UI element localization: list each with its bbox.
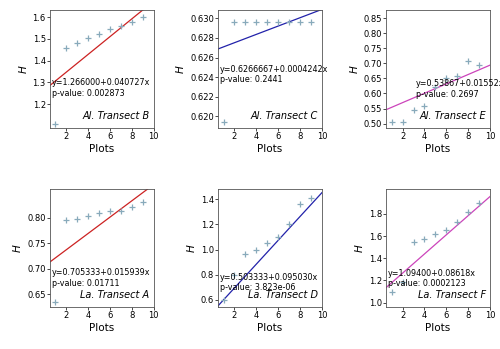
Text: y=0.6266667+0.0004242x
p-value: 0.2441: y=0.6266667+0.0004242x p-value: 0.2441 [220,65,328,84]
Text: Al. Transect B: Al. Transect B [82,111,150,121]
Text: La. Transect D: La. Transect D [248,290,318,300]
Y-axis label: H: H [13,244,23,252]
X-axis label: Plots: Plots [258,144,282,154]
Y-axis label: H: H [350,66,360,73]
Text: y=0.705333+0.015939x
p-value: 0.01711: y=0.705333+0.015939x p-value: 0.01711 [52,268,150,288]
X-axis label: Plots: Plots [426,144,450,154]
Text: y=0.53867+0.01552x
p-value: 0.2697: y=0.53867+0.01552x p-value: 0.2697 [416,79,500,99]
Text: La. Transect F: La. Transect F [418,290,486,300]
Text: y=1.266000+0.040727x
p-value: 0.002873: y=1.266000+0.040727x p-value: 0.002873 [52,78,150,98]
Y-axis label: H: H [176,66,186,73]
X-axis label: Plots: Plots [258,323,282,333]
Y-axis label: H: H [354,244,364,252]
Text: y=0.503333+0.095030x
p-value: 3.823e-06: y=0.503333+0.095030x p-value: 3.823e-06 [220,273,318,292]
Y-axis label: H: H [186,244,196,252]
Text: Al. Transect E: Al. Transect E [419,111,486,121]
Text: y=1.09400+0.08618x
p-value: 0.0002123: y=1.09400+0.08618x p-value: 0.0002123 [388,268,476,288]
X-axis label: Plots: Plots [90,323,114,333]
X-axis label: Plots: Plots [90,144,114,154]
Text: Al. Transect C: Al. Transect C [250,111,318,121]
Y-axis label: H: H [18,66,28,73]
X-axis label: Plots: Plots [426,323,450,333]
Text: La. Transect A: La. Transect A [80,290,150,300]
